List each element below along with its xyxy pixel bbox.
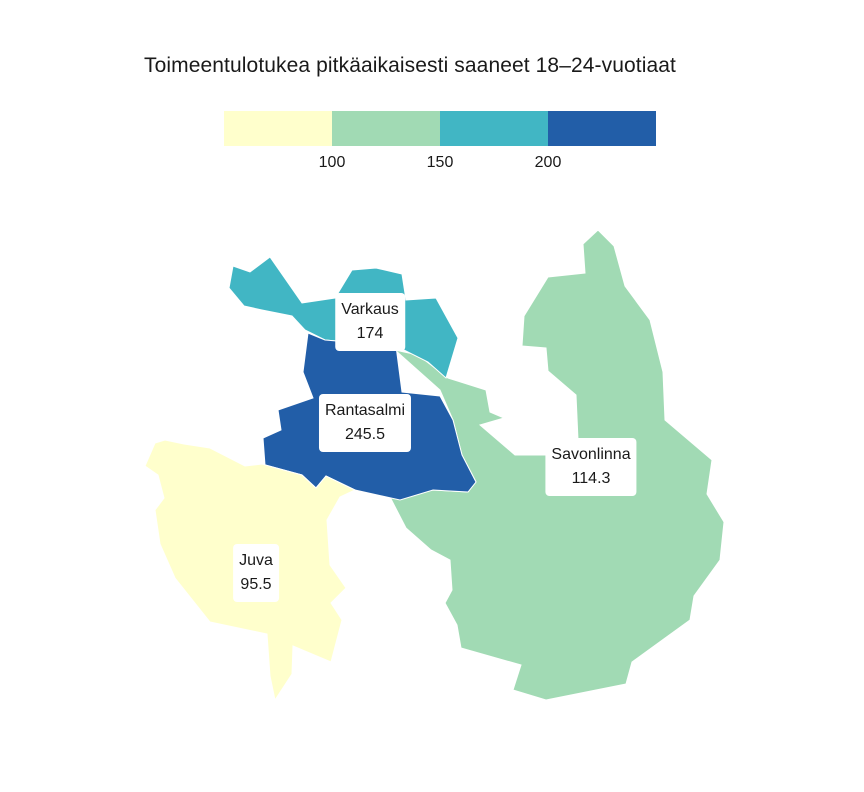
legend-bin-2	[440, 111, 548, 146]
legend-bin-0	[224, 111, 332, 146]
legend-tick: 100	[318, 154, 346, 171]
region-name: Juva	[239, 552, 273, 569]
region-label-savonlinna: Savonlinna 114.3	[545, 438, 637, 496]
region-value: 95.5	[240, 576, 272, 593]
region-name: Savonlinna	[551, 446, 631, 463]
region-label-varkaus: Varkaus 174	[335, 293, 405, 351]
legend-bin-1	[332, 111, 440, 146]
region-name: Rantasalmi	[324, 402, 406, 419]
region-label-juva: Juva 95.5	[233, 544, 279, 602]
region-name: Varkaus	[341, 301, 399, 318]
chart-title: Toimeentulotukea pitkäaikaisesti saaneet…	[143, 54, 676, 77]
legend-tick: 200	[534, 154, 562, 171]
region-value: 174	[356, 325, 384, 342]
region-value: 245.5	[344, 426, 386, 443]
region-label-rantasalmi: Rantasalmi 245.5	[318, 394, 412, 452]
legend-bin-3	[548, 111, 656, 146]
region-value: 114.3	[571, 470, 611, 487]
legend-tick: 150	[426, 154, 454, 171]
